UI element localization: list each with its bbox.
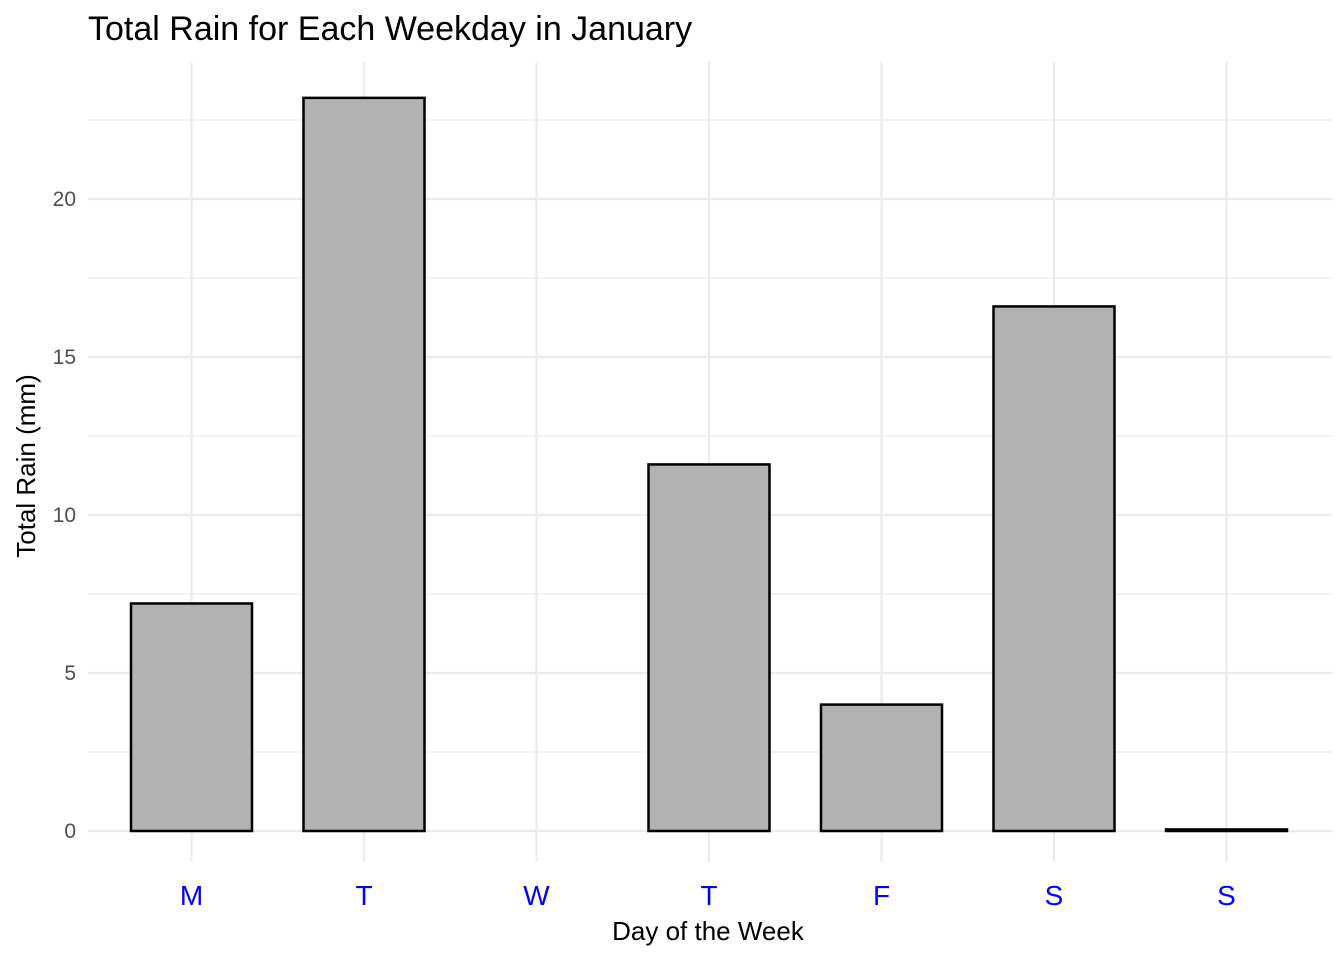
y-axis-title: Total Rain (mm) (11, 374, 41, 557)
x-tick-label: M (180, 880, 203, 911)
x-tick-label: S (1045, 880, 1064, 911)
y-tick-label: 15 (53, 346, 76, 369)
bar (819, 703, 944, 833)
x-tick-label: F (873, 880, 890, 911)
x-tick-label: T (355, 880, 372, 911)
bar (647, 463, 771, 833)
y-tick-label: 20 (53, 188, 76, 211)
x-tick-label: W (523, 880, 550, 911)
bar (302, 96, 426, 833)
bar (129, 602, 254, 833)
y-axis-ticks: 0 5 10 15 20 (53, 188, 76, 843)
x-axis-title: Day of the Week (612, 916, 805, 946)
bar (992, 305, 1116, 833)
y-tick-label: 5 (64, 662, 76, 685)
bars (129, 96, 1289, 833)
x-tick-label: T (700, 880, 717, 911)
y-tick-label: 0 (64, 820, 76, 843)
bar (1164, 828, 1289, 833)
x-tick-label: S (1217, 880, 1236, 911)
y-tick-label: 10 (53, 504, 76, 527)
chart-title: Total Rain for Each Weekday in January (88, 10, 692, 48)
